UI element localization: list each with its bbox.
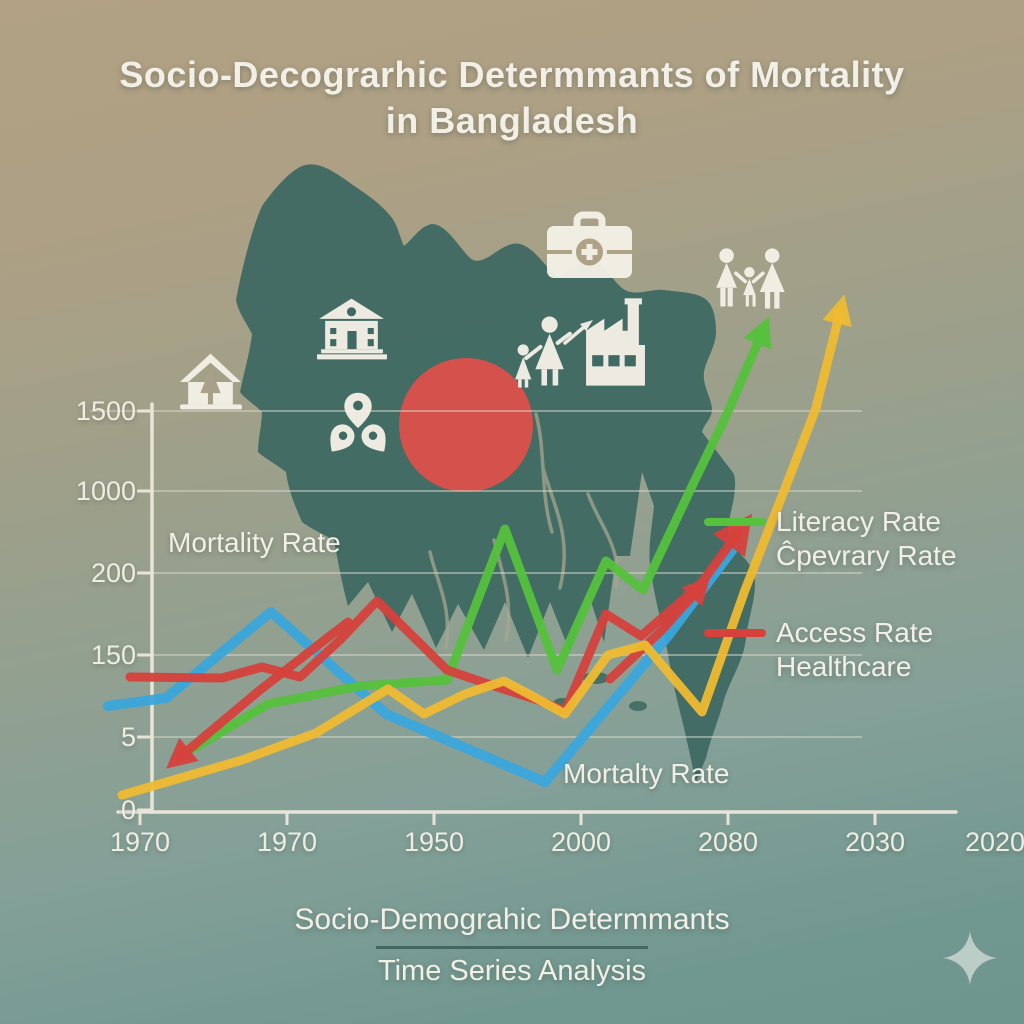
legend-label-literacy-line1: Literacy Rate: [776, 506, 941, 537]
series-literacy-rate-green: [176, 328, 767, 761]
title-line-1: Socio-Decograrhic Determmants of Mortali…: [119, 54, 905, 95]
footer-divider: [376, 946, 648, 949]
legend-swatch-literacy: [704, 518, 766, 526]
sparkle-icon: [941, 929, 999, 987]
legend-label-healthcare-line2: Healthcare: [776, 651, 912, 682]
series-red-branch-down: [175, 617, 353, 762]
legend-label-healthcare-line1: Access Rate: [776, 617, 934, 648]
flag-red-circle: [399, 358, 533, 492]
series-red-branch-up: [605, 584, 704, 684]
legend-label-literacy-line2: Ĉpevrary Rate: [776, 540, 957, 571]
series-mortality-rate-blue: [103, 544, 738, 787]
legend-entry-healthcare: Access Rate Healthcare: [776, 616, 933, 684]
series-healthcare-access-red: [125, 528, 743, 716]
arrowhead-yellow-trend: [822, 294, 852, 328]
arrowhead-red-branch-up: [681, 576, 711, 607]
bank-icon: [313, 296, 391, 362]
growth-arrow-icon: [560, 316, 598, 348]
medical-kit-icon: [542, 205, 637, 285]
page-title: Socio-Decograrhic Determmants of Mortali…: [0, 52, 1024, 144]
factory-icon: [582, 298, 648, 390]
arrowhead-literacy-rate-green: [743, 316, 772, 350]
legend-entry-literacy: Literacy Rate Ĉpevrary Rate: [776, 505, 957, 573]
mother-child-icon: [511, 316, 579, 388]
island: [629, 701, 647, 711]
family-icon: [711, 246, 794, 313]
legend-swatch-healthcare: [704, 629, 766, 637]
title-line-2: in Bangladesh: [385, 100, 639, 141]
house-icon: [178, 350, 244, 412]
location-pins-icon: [328, 390, 388, 458]
river-line: [428, 550, 450, 650]
footer-caption: Time Series Analysis: [377, 955, 647, 987]
river-line: [534, 412, 554, 534]
footer-subtitle: Socio-Demograhic Determmants: [294, 903, 730, 936]
series-yellow-trend: [117, 307, 845, 800]
arrowhead-red-branch-down: [166, 737, 199, 769]
